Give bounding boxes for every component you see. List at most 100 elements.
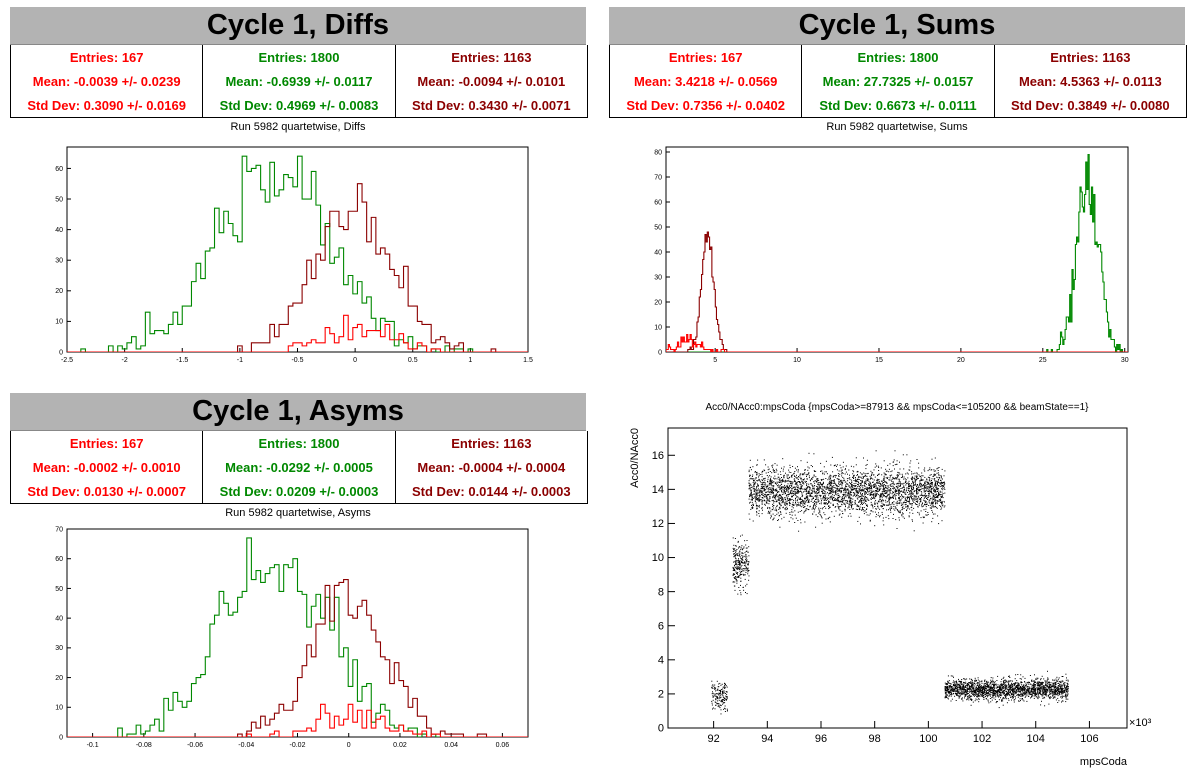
- scatter-point: [826, 485, 828, 487]
- scatter-point: [958, 680, 960, 682]
- scatter-point: [912, 482, 914, 484]
- scatter-point: [882, 520, 884, 522]
- scatter-point: [875, 490, 877, 491]
- scatter-point: [1002, 690, 1004, 692]
- scatter-point: [992, 687, 994, 689]
- scatter-point: [813, 501, 815, 503]
- scatter-point: [924, 492, 926, 494]
- scatter-point: [924, 491, 926, 492]
- scatter-point: [811, 492, 813, 494]
- scatter-point: [884, 504, 886, 506]
- scatter-point: [795, 497, 796, 499]
- scatter-point: [835, 506, 837, 507]
- scatter-point: [784, 484, 786, 486]
- scatter-point: [937, 515, 939, 517]
- scatter-point: [911, 485, 913, 487]
- scatter-point: [761, 501, 763, 503]
- scatter-point: [785, 472, 786, 474]
- scatter-point: [841, 501, 843, 503]
- sums-subtitle: Run 5982 quartetwise, Sums: [826, 121, 968, 133]
- scatter-point: [711, 693, 713, 695]
- scatter-point: [1031, 693, 1032, 695]
- scatter-point: [972, 682, 973, 684]
- scatter-point: [802, 488, 804, 490]
- scatter-point: [1059, 688, 1061, 690]
- scatter-point: [835, 475, 837, 477]
- scatter-point: [1002, 698, 1004, 700]
- scatter-point: [856, 471, 858, 473]
- scatter-point: [892, 491, 894, 493]
- scatter-point: [924, 476, 926, 478]
- scatter-point: [793, 473, 795, 475]
- scatter-point: [767, 486, 769, 488]
- scatter-point: [872, 494, 874, 496]
- scatter-point: [920, 500, 922, 502]
- scatter-point: [812, 466, 813, 468]
- scatter-point: [874, 476, 876, 478]
- scatter-point: [763, 486, 765, 487]
- scatter-point: [724, 700, 726, 701]
- scatter-point: [859, 472, 861, 474]
- x-tick-label: -2.5: [61, 357, 73, 364]
- scatter-point: [895, 492, 897, 494]
- scatter-point: [892, 485, 894, 487]
- scatter-point: [773, 485, 775, 487]
- scatter-point: [788, 498, 790, 500]
- scatter-point: [940, 502, 942, 503]
- scatter-point: [861, 494, 863, 496]
- scatter-point: [787, 508, 788, 510]
- scatter-point: [937, 472, 939, 474]
- scatter-point: [821, 479, 823, 481]
- scatter-point: [829, 483, 831, 485]
- scatter-point: [1054, 687, 1056, 688]
- scatter-point: [897, 471, 899, 473]
- scatter-point: [726, 699, 727, 701]
- scatter-point: [1044, 705, 1046, 707]
- scatter-point: [937, 489, 939, 491]
- scatter-point: [760, 491, 762, 493]
- scatter-point: [967, 688, 968, 690]
- scatter-point: [736, 563, 738, 565]
- scatter-point: [859, 488, 861, 490]
- scatter-point: [902, 491, 904, 493]
- scatter-point: [828, 501, 830, 503]
- scatter-point: [955, 692, 957, 694]
- scatter-point: [907, 498, 908, 500]
- scatter-point: [743, 574, 745, 576]
- scatter-point: [928, 479, 930, 481]
- scatter-point: [784, 508, 786, 510]
- scatter-point: [770, 482, 772, 484]
- scatter-point: [734, 554, 736, 556]
- scatter-point: [845, 481, 847, 483]
- scatter-point: [1057, 685, 1059, 687]
- scatter-point: [781, 488, 783, 490]
- scatter-point: [1036, 677, 1038, 679]
- scatter-point: [952, 690, 954, 692]
- scatter-point: [931, 521, 933, 523]
- scatter-point: [861, 498, 863, 500]
- scatter-point: [741, 559, 743, 561]
- asyms-stats-red: Entries: 167 Mean: -0.0002 +/- 0.0010 St…: [11, 431, 204, 503]
- scatter-point: [935, 470, 937, 472]
- scatter-point: [866, 504, 868, 506]
- scatter-point: [880, 484, 882, 486]
- scatter-point: [765, 472, 767, 474]
- scatter-point: [769, 489, 771, 491]
- asyms-stats-green: Entries: 1800 Mean: -0.0292 +/- 0.0005 S…: [203, 431, 396, 503]
- stat-entries: Entries: 1163: [451, 435, 532, 451]
- scatter-point: [834, 506, 836, 508]
- scatter-point: [776, 481, 778, 483]
- scatter-point: [765, 502, 767, 504]
- scatter-point: [877, 474, 879, 476]
- scatter-point: [813, 505, 815, 507]
- scatter-point: [924, 482, 926, 484]
- scatter-point: [860, 485, 861, 487]
- scatter-point: [1042, 686, 1044, 688]
- scatter-point: [826, 498, 828, 500]
- scatter-point: [882, 488, 884, 490]
- scatter-point: [900, 477, 902, 478]
- scatter-point: [821, 491, 823, 493]
- scatter-point: [922, 475, 924, 477]
- scatter-point: [818, 512, 820, 514]
- scatter-point: [839, 490, 841, 492]
